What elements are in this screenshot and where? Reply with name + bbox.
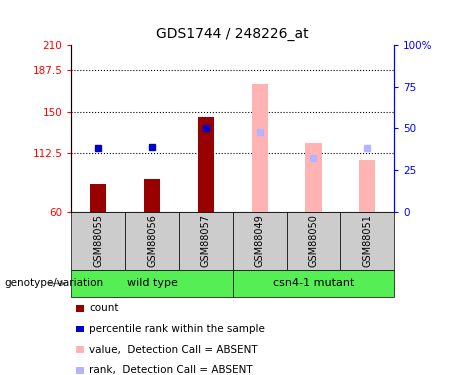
Text: rank,  Detection Call = ABSENT: rank, Detection Call = ABSENT xyxy=(89,365,253,375)
Text: value,  Detection Call = ABSENT: value, Detection Call = ABSENT xyxy=(89,345,258,354)
Text: csn4-1 mutant: csn4-1 mutant xyxy=(273,279,354,288)
Text: GSM88057: GSM88057 xyxy=(201,214,211,267)
Text: genotype/variation: genotype/variation xyxy=(5,279,104,288)
Text: GSM88051: GSM88051 xyxy=(362,214,372,267)
Text: GSM88049: GSM88049 xyxy=(254,214,265,267)
Title: GDS1744 / 248226_at: GDS1744 / 248226_at xyxy=(156,27,309,41)
Bar xyxy=(252,84,268,212)
Bar xyxy=(305,143,321,212)
Bar xyxy=(90,184,106,212)
Bar xyxy=(359,160,375,212)
Text: count: count xyxy=(89,303,118,313)
Text: wild type: wild type xyxy=(127,279,177,288)
Text: GSM88050: GSM88050 xyxy=(308,214,319,267)
Text: percentile rank within the sample: percentile rank within the sample xyxy=(89,324,265,334)
Text: GSM88055: GSM88055 xyxy=(93,214,103,267)
Bar xyxy=(198,117,214,212)
Bar xyxy=(144,178,160,212)
Text: GSM88056: GSM88056 xyxy=(147,214,157,267)
